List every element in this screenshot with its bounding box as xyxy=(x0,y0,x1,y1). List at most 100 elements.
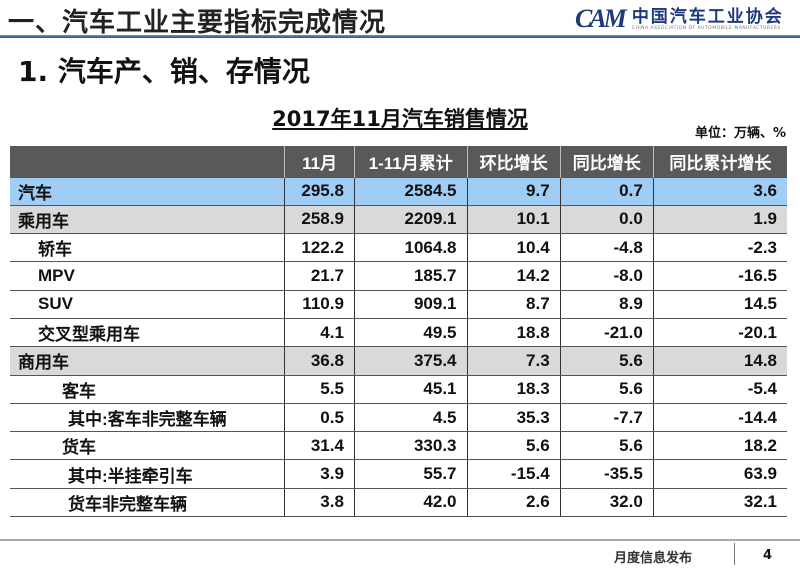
table-cell: 3.8 xyxy=(284,487,355,518)
table-row: 货车 31.4 330.3 5.6 5.6 18.2 xyxy=(10,431,787,461)
table-row: 商用车 36.8 375.4 7.3 5.6 14.8 xyxy=(10,346,787,376)
table-cell: 4.5 xyxy=(353,402,468,433)
table-cell: 5.6 xyxy=(466,431,561,461)
table-row: 轿车 122.2 1064.8 10.4 -4.8 -2.3 xyxy=(10,233,787,263)
table-cell: 32.0 xyxy=(559,487,654,518)
header-divider xyxy=(0,35,800,38)
table-row: 客车 5.5 45.1 18.3 5.6 -5.4 xyxy=(10,374,787,404)
table-row: 交叉型乘用车 4.1 49.5 18.8 -21.0 -20.1 xyxy=(10,317,787,348)
table-cell: 122.2 xyxy=(284,233,355,263)
table-cell: -20.1 xyxy=(652,317,787,348)
table-cell: 185.7 xyxy=(353,261,468,291)
table-cell: 14.5 xyxy=(652,289,787,319)
row-label: 乘用车 xyxy=(10,204,285,235)
sales-table: 11月 1-11月累计 环比增长 同比增长 同比累计增长 汽车 295.8 2584.5 9.… xyxy=(10,146,787,518)
table-cell: -16.5 xyxy=(652,261,787,291)
table-title: 2017年11月汽车销售情况 xyxy=(0,103,800,133)
footer-separator xyxy=(734,543,735,565)
table-row: 货车非完整车辆 3.8 42.0 2.6 32.0 32.1 xyxy=(10,487,787,518)
table-cell: 2209.1 xyxy=(353,204,468,235)
table-row: SUV 110.9 909.1 8.7 8.9 14.5 xyxy=(10,289,787,319)
table-cell: -7.7 xyxy=(559,402,654,433)
logo-mark: CAM xyxy=(575,4,627,33)
table-cell: 2584.5 xyxy=(353,176,468,206)
logo-chinese-name: 中国汽车工业协会 xyxy=(631,6,784,27)
table-cell: 49.5 xyxy=(353,317,468,348)
table-cell: 909.1 xyxy=(353,289,468,319)
table-cell: 3.9 xyxy=(284,459,355,489)
table-cell: 45.1 xyxy=(353,374,468,404)
table-cell: 5.5 xyxy=(284,374,355,404)
table-cell: -35.5 xyxy=(559,459,654,489)
caam-logo: CAM 中国汽车工业协会 CHINA ASSOCIATION OF AUTOMO… xyxy=(575,4,784,34)
table-cell: 21.7 xyxy=(284,261,355,291)
row-label: 其中:客车非完整车辆 xyxy=(10,402,285,433)
table-cell: 55.7 xyxy=(353,459,468,489)
table-cell: 258.9 xyxy=(284,204,355,235)
table-cell: 14.8 xyxy=(652,346,787,376)
table-cell: 7.3 xyxy=(466,346,561,376)
table-cell: 1064.8 xyxy=(353,233,468,263)
table-cell: 10.1 xyxy=(466,204,561,235)
column-header: 1-11月累计 xyxy=(353,146,468,177)
column-header: 同比增长 xyxy=(559,146,654,177)
table-row: 汽车 295.8 2584.5 9.7 0.7 3.6 xyxy=(10,176,787,206)
table-cell: 32.1 xyxy=(652,487,787,518)
table-cell: 10.4 xyxy=(466,233,561,263)
footer-text: 月度信息发布 xyxy=(614,551,693,566)
table-cell: 9.7 xyxy=(466,176,561,206)
table-cell: 36.8 xyxy=(284,346,355,376)
logo-english-name: CHINA ASSOCIATION OF AUTOMOBILE MANUFACT… xyxy=(631,25,781,31)
row-label: 交叉型乘用车 xyxy=(10,317,285,348)
row-label: 客车 xyxy=(10,374,285,404)
row-label: 商用车 xyxy=(10,346,285,376)
table-cell: 42.0 xyxy=(353,487,468,518)
table-cell: 110.9 xyxy=(284,289,355,319)
row-label: 货车非完整车辆 xyxy=(10,487,285,518)
page-number: 4 xyxy=(763,548,773,563)
table-cell: 0.0 xyxy=(559,204,654,235)
table-cell: 5.6 xyxy=(559,374,654,404)
section-title: 1. 汽车产、销、存情况 xyxy=(18,55,310,88)
table-cell: 31.4 xyxy=(284,431,355,461)
table-cell: -2.3 xyxy=(652,233,787,263)
table-cell: 35.3 xyxy=(466,402,561,433)
table-cell: 375.4 xyxy=(353,346,468,376)
table-cell: 18.8 xyxy=(466,317,561,348)
table-cell: 18.3 xyxy=(466,374,561,404)
table-cell: 14.2 xyxy=(466,261,561,291)
row-label: MPV xyxy=(10,261,285,291)
table-cell: -8.0 xyxy=(559,261,654,291)
table-cell: -15.4 xyxy=(466,459,561,489)
slide-header-title: 一、汽车工业主要指标完成情况 xyxy=(8,8,387,38)
column-header: 11月 xyxy=(284,146,355,177)
row-label: 货车 xyxy=(10,431,285,461)
column-header xyxy=(10,146,285,177)
table-cell: -14.4 xyxy=(652,402,787,433)
table-cell: 63.9 xyxy=(652,459,787,489)
table-row: 其中:半挂牵引车 3.9 55.7 -15.4 -35.5 63.9 xyxy=(10,459,787,489)
table-cell: 0.5 xyxy=(284,402,355,433)
unit-label: 单位：万辆、% xyxy=(694,126,786,141)
row-label: 汽车 xyxy=(10,176,285,206)
table-cell: 8.9 xyxy=(559,289,654,319)
table-cell: 0.7 xyxy=(559,176,654,206)
row-label: 其中:半挂牵引车 xyxy=(10,459,285,489)
table-cell: 8.7 xyxy=(466,289,561,319)
table-cell: 1.9 xyxy=(652,204,787,235)
table-row: 其中:客车非完整车辆 0.5 4.5 35.3 -7.7 -14.4 xyxy=(10,402,787,433)
column-header: 环比增长 xyxy=(466,146,561,177)
row-label: 轿车 xyxy=(10,233,285,263)
table-row: 乘用车 258.9 2209.1 10.1 0.0 1.9 xyxy=(10,204,787,235)
table-cell: 2.6 xyxy=(466,487,561,518)
table-cell: 295.8 xyxy=(284,176,355,206)
table-cell: 3.6 xyxy=(652,176,787,206)
table-cell: -21.0 xyxy=(559,317,654,348)
table-header-row: 11月 1-11月累计 环比增长 同比增长 同比累计增长 xyxy=(10,146,787,177)
row-label: SUV xyxy=(10,289,285,319)
table-row: MPV 21.7 185.7 14.2 -8.0 -16.5 xyxy=(10,261,787,291)
table-cell: 4.1 xyxy=(284,317,355,348)
table-cell: 18.2 xyxy=(652,431,787,461)
footer-divider xyxy=(0,539,800,541)
column-header: 同比累计增长 xyxy=(652,146,787,177)
